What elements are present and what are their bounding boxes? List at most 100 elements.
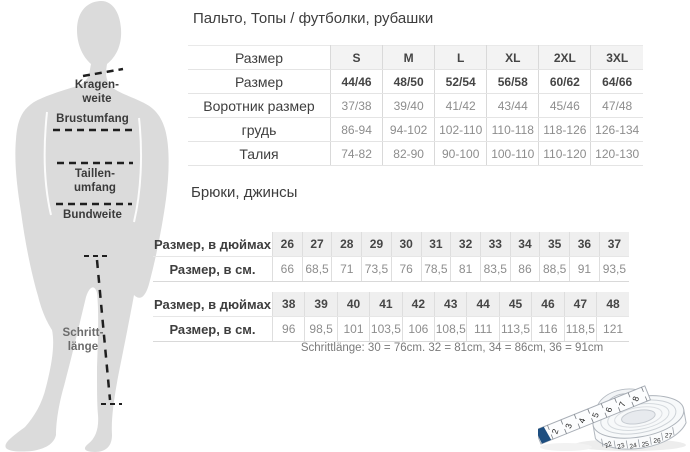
tape-strip-number: 4 bbox=[576, 416, 587, 424]
pants-size-table-inches-38-48: Размер, в дюймах 38 39 40 41 42 43 44 45 46 47 48 Ра… bbox=[153, 292, 629, 342]
size-value-cell: 86 bbox=[509, 256, 540, 282]
seat-label: Bundweite bbox=[45, 208, 140, 222]
size-value-cell: 56/58 bbox=[486, 69, 539, 94]
size-value-cell: 110-120 bbox=[538, 141, 591, 166]
size-value-cell: 106 bbox=[401, 316, 435, 342]
tape-roll-number: 25 bbox=[641, 441, 649, 449]
chest-label-text: Brustumfang bbox=[56, 113, 129, 125]
size-value-cell: 94-102 bbox=[382, 117, 435, 142]
size-value-cell: 116 bbox=[531, 316, 565, 342]
size-value-cell: 108,5 bbox=[434, 316, 467, 342]
size-value-cell: 88,5 bbox=[539, 256, 570, 282]
inseam-label-line1: Schritt- bbox=[62, 327, 104, 339]
size-value-cell: 100-110 bbox=[486, 141, 539, 166]
size-value-cell: 66 bbox=[272, 256, 303, 282]
pants-size-table-inches-26-37: Размер, в дюймах 26 27 28 29 30 31 32 33 34 35 36 37… bbox=[153, 232, 629, 282]
size-value-cell: 98,5 bbox=[304, 316, 338, 342]
size-value-cell: 46 bbox=[531, 292, 565, 317]
tape-roll-number: 22 bbox=[604, 440, 614, 449]
size-value-cell: 31 bbox=[420, 232, 451, 257]
size-value-cell: 96 bbox=[271, 316, 305, 342]
row-label: Размер, в см. bbox=[153, 316, 273, 342]
size-value-cell: 44/46 bbox=[329, 69, 383, 94]
size-value-cell: 47 bbox=[563, 292, 597, 317]
size-value-cell: 71 bbox=[331, 256, 362, 282]
size-value-cell: 120-130 bbox=[590, 141, 643, 166]
row-label: Размер, в дюймах bbox=[153, 292, 273, 317]
size-value-cell: 81 bbox=[450, 256, 481, 282]
size-value-cell: 48/50 bbox=[382, 69, 435, 94]
size-value-cell: 74-82 bbox=[329, 141, 383, 166]
size-value-cell: 93,5 bbox=[598, 256, 629, 282]
size-value-cell: 73,5 bbox=[361, 256, 392, 282]
size-value-cell: 40 bbox=[336, 292, 370, 317]
size-value-cell: 29 bbox=[361, 232, 392, 257]
pants-section-title: Брюки, джинсы bbox=[191, 184, 298, 201]
size-value-cell: 76 bbox=[390, 256, 422, 282]
size-value-cell: 2XL bbox=[538, 45, 591, 70]
male-body-silhouette-icon bbox=[5, 0, 169, 452]
table-row: Талия 74-82 82-90 90-100 100-110 110-120 120-1… bbox=[188, 141, 643, 166]
size-value-cell: 43 bbox=[434, 292, 467, 317]
size-value-cell: 118,5 bbox=[563, 316, 597, 342]
size-value-cell: 78,5 bbox=[420, 256, 451, 282]
table-row: Размер, в дюймах 38 39 40 41 42 43 44 45 46 47 48 bbox=[153, 292, 629, 317]
size-value-cell: 41/42 bbox=[434, 93, 487, 118]
table-row: Размер, в дюймах 26 27 28 29 30 31 32 33 34 35 36 37 bbox=[153, 232, 629, 257]
size-value-cell: 103,5 bbox=[369, 316, 403, 342]
tape-blue-tip bbox=[535, 426, 552, 444]
size-value-cell: 45 bbox=[498, 292, 532, 317]
table-row: Размер S M L XL 2XL 3XL bbox=[188, 45, 643, 70]
size-value-cell: 101 bbox=[336, 316, 370, 342]
size-value-cell: 32 bbox=[450, 232, 481, 257]
row-label: Воротник размер bbox=[188, 93, 331, 118]
collar-label: Kragen- weite bbox=[57, 78, 137, 107]
chest-label: Brustumfang bbox=[40, 112, 145, 126]
coats-section-title: Пальто, Топы / футболки, рубашки bbox=[193, 10, 434, 27]
size-value-cell: 86-94 bbox=[329, 117, 383, 142]
row-label: Размер, в дюймах bbox=[153, 232, 273, 257]
row-label: Размер, в см. bbox=[153, 256, 273, 282]
table-row: Воротник размер 37/38 39/40 41/42 43/44 45/46… bbox=[188, 93, 643, 118]
size-value-cell: 113,5 bbox=[498, 316, 532, 342]
size-value-cell: 48 bbox=[596, 292, 629, 317]
size-value-cell: 64/66 bbox=[590, 69, 643, 94]
size-value-cell: 42 bbox=[401, 292, 435, 317]
size-value-cell: 68,5 bbox=[301, 256, 332, 282]
size-value-cell: 52/54 bbox=[434, 69, 487, 94]
size-value-cell: 121 bbox=[596, 316, 629, 342]
size-value-cell: XL bbox=[486, 45, 539, 70]
size-value-cell: 110-118 bbox=[486, 117, 539, 142]
size-value-cell: S bbox=[329, 45, 383, 70]
size-value-cell: 41 bbox=[369, 292, 403, 317]
size-value-cell: 39 bbox=[304, 292, 338, 317]
tape-roll-number: 23 bbox=[616, 442, 625, 451]
size-value-cell: 37/38 bbox=[329, 93, 383, 118]
tape-strip-number: 8 bbox=[630, 395, 641, 403]
row-label: Размер bbox=[188, 45, 331, 70]
seat-label-text: Bundweite bbox=[62, 209, 123, 221]
size-value-cell: 27 bbox=[301, 232, 332, 257]
size-value-cell: 45/46 bbox=[538, 93, 591, 118]
table-row: Размер 44/46 48/50 52/54 56/58 60/62 64/66 bbox=[188, 69, 643, 94]
size-value-cell: 102-110 bbox=[434, 117, 487, 142]
row-label: Талия bbox=[188, 141, 331, 166]
size-value-cell: 34 bbox=[509, 232, 540, 257]
size-value-cell: 83,5 bbox=[479, 256, 511, 282]
size-value-cell: 36 bbox=[569, 232, 600, 257]
tape-strip-number: 7 bbox=[617, 400, 628, 408]
tape-strip-number: 5 bbox=[590, 411, 601, 419]
size-value-cell: 35 bbox=[539, 232, 570, 257]
size-value-cell: 111 bbox=[466, 316, 500, 342]
collar-dash-line bbox=[82, 67, 124, 78]
size-value-cell: 38 bbox=[271, 292, 305, 317]
tape-roll-number: 26 bbox=[653, 437, 661, 444]
size-value-cell: 33 bbox=[479, 232, 511, 257]
size-value-cell: 26 bbox=[272, 232, 303, 257]
collar-label-line1: Kragen- bbox=[74, 79, 120, 91]
size-value-cell: 47/48 bbox=[590, 93, 643, 118]
size-value-cell: 37 bbox=[598, 232, 629, 257]
inseam-note: Schrittlänge: 30 = 76cm. 32 = 81cm, 34 =… bbox=[300, 342, 604, 354]
waist-label-line2: umfang bbox=[73, 182, 117, 195]
